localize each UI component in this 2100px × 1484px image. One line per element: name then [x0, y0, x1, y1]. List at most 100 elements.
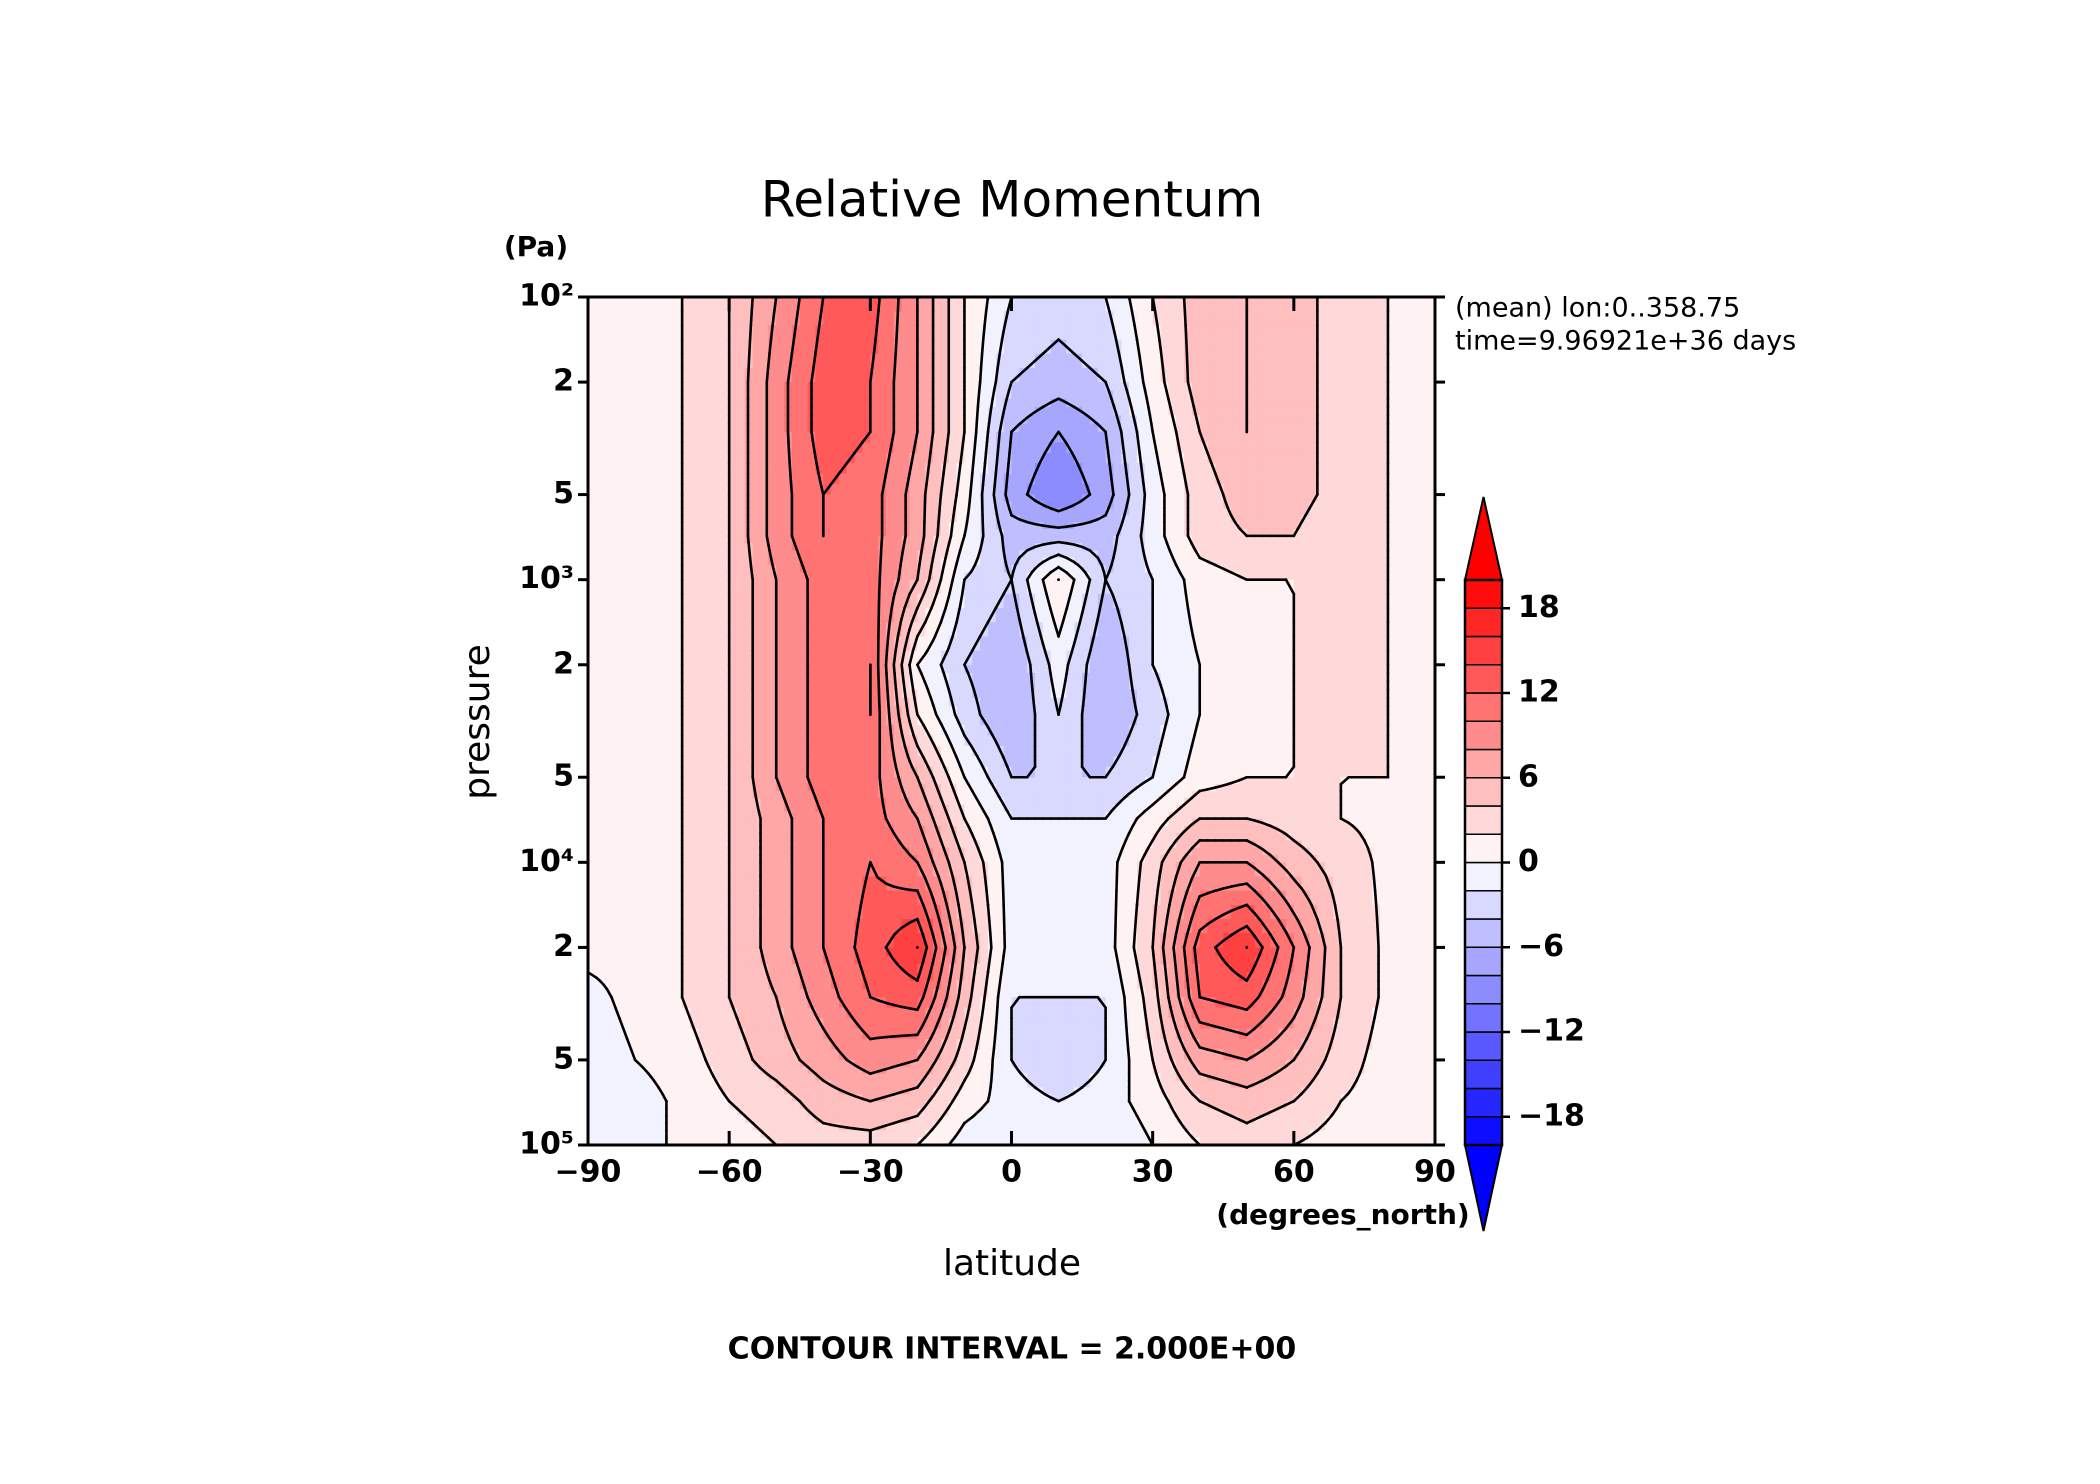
- contour-cell: [799, 297, 809, 312]
- contour-cell: [658, 714, 668, 726]
- contour-cell: [603, 390, 613, 400]
- contour-cell: [737, 689, 746, 699]
- contour-cell: [1223, 664, 1232, 674]
- contour-cell: [1191, 522, 1201, 530]
- contour-cell: [1050, 390, 1060, 400]
- contour-cell: [933, 473, 942, 485]
- contour-cell: [752, 745, 762, 757]
- contour-cell: [870, 297, 879, 312]
- contour-cell: [1113, 515, 1122, 523]
- contour-cell: [619, 431, 628, 443]
- contour-cell: [721, 423, 730, 433]
- contour-cell: [1270, 494, 1279, 503]
- contour-cell: [721, 572, 730, 581]
- contour-cell: [595, 473, 605, 485]
- contour-cell: [1097, 572, 1107, 581]
- contour-cell: [1074, 382, 1083, 391]
- contour-cell: [987, 766, 997, 778]
- contour-cell: [635, 382, 644, 391]
- contour-cell: [1403, 325, 1413, 341]
- contour-cell: [956, 706, 966, 716]
- contour-cell: [1058, 494, 1067, 503]
- contour-cell: [870, 484, 879, 496]
- contour-cell: [674, 431, 683, 443]
- contour-cell: [1011, 508, 1020, 516]
- contour-cell: [956, 735, 966, 747]
- contour-cell: [1003, 650, 1013, 666]
- contour-cell: [1270, 697, 1279, 707]
- contour-cell: [1191, 508, 1201, 516]
- contour-cell: [768, 636, 777, 652]
- contour-cell: [1246, 442, 1256, 454]
- contour-cell: [1082, 543, 1091, 552]
- contour-cell: [729, 572, 738, 581]
- contour-cell: [1184, 339, 1193, 355]
- contour-cell: [705, 636, 715, 652]
- contour-cell: [964, 522, 973, 530]
- contour-cell: [729, 664, 738, 674]
- contour-cell: [1035, 724, 1044, 737]
- contour-cell: [1372, 697, 1381, 707]
- contour-cell: [713, 593, 722, 609]
- contour-cell: [1223, 697, 1232, 707]
- contour-cell: [925, 494, 934, 503]
- contour-cell: [752, 565, 762, 573]
- contour-cell: [1301, 636, 1311, 652]
- contour-cell: [752, 528, 762, 537]
- contour-cell: [1152, 484, 1162, 496]
- contour-cell: [1027, 515, 1036, 523]
- contour-cell: [1035, 473, 1044, 485]
- contour-cell: [1003, 593, 1013, 609]
- contour-cell: [1097, 766, 1107, 778]
- contour-cell: [1325, 572, 1334, 581]
- contour-cell: [878, 353, 887, 369]
- contour-cell: [658, 415, 668, 425]
- contour-cell: [713, 452, 722, 464]
- contour-cell: [878, 550, 887, 559]
- contour-cell: [1333, 406, 1342, 416]
- contour-cell: [1293, 636, 1303, 652]
- contour-cell: [1082, 423, 1091, 433]
- contour-cell: [611, 608, 620, 623]
- contour-cell: [1262, 697, 1271, 707]
- contour-cell: [964, 452, 973, 464]
- contour-cell: [1380, 593, 1389, 609]
- contour-cell: [689, 325, 699, 341]
- contour-cell: [650, 735, 660, 747]
- contour-cell: [1152, 565, 1162, 573]
- contour-cell: [1191, 515, 1201, 523]
- contour-cell: [1207, 557, 1217, 566]
- contour-cell: [1317, 622, 1326, 637]
- contour-cell: [1191, 463, 1201, 475]
- contour-cell: [987, 415, 997, 425]
- contour-cell: [705, 494, 715, 503]
- contour-cell: [1050, 494, 1060, 503]
- contour-cell: [1199, 508, 1209, 516]
- contour-cell: [831, 522, 840, 530]
- contour-cell: [1027, 714, 1036, 726]
- contour-cell: [1270, 528, 1279, 537]
- contour-cell: [1427, 535, 1436, 544]
- contour-cell: [1364, 550, 1373, 559]
- contour-cell: [1113, 697, 1122, 707]
- contour-cell: [713, 311, 722, 326]
- contour-cell: [642, 406, 652, 416]
- contour-cell: [1207, 442, 1217, 454]
- contour-cell: [972, 756, 981, 768]
- contour-cell: [689, 608, 699, 623]
- contour-cell: [595, 565, 605, 573]
- contour-cell: [1395, 673, 1405, 682]
- contour-cell: [729, 535, 738, 544]
- contour-cell: [1427, 650, 1436, 666]
- contour-cell: [619, 593, 628, 609]
- contour-cell: [1309, 622, 1318, 637]
- contour-cell: [1074, 367, 1083, 383]
- contour-cell: [1427, 557, 1436, 566]
- contour-cell: [784, 550, 793, 559]
- contour-cell: [588, 565, 597, 573]
- contour-cell: [823, 398, 832, 408]
- contour-cell: [588, 697, 597, 707]
- contour-cell: [737, 406, 746, 416]
- contour-cell: [1301, 484, 1311, 496]
- contour-cell: [1207, 297, 1217, 312]
